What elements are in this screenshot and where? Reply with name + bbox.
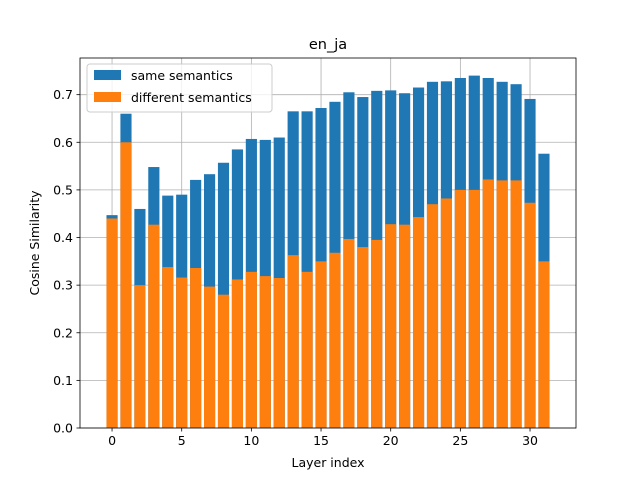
bar-different-layer-31 <box>538 261 550 428</box>
bar-different-layer-15 <box>315 261 327 428</box>
bar-different-layer-0 <box>106 218 118 428</box>
bar-different-layer-29 <box>510 180 522 428</box>
x-tick-label: 20 <box>383 433 399 448</box>
legend-swatch <box>94 70 121 80</box>
bar-different-layer-1 <box>120 142 132 429</box>
bar-different-layer-4 <box>162 267 174 428</box>
y-tick-label: 0.5 <box>53 182 73 197</box>
bar-different-layer-16 <box>329 252 341 428</box>
bar-different-layer-17 <box>343 238 355 428</box>
legend-swatch <box>94 92 121 102</box>
bar-different-layer-22 <box>412 217 425 428</box>
y-tick-label: 0.4 <box>53 230 73 245</box>
x-tick-label: 15 <box>313 433 329 448</box>
bar-different-layer-18 <box>357 247 369 428</box>
x-tick-label: 10 <box>243 433 259 448</box>
y-tick-label: 0.1 <box>53 373 73 388</box>
bar-different-layer-20 <box>385 224 397 428</box>
bar-different-layer-3 <box>148 224 160 428</box>
bar-different-layer-24 <box>440 198 452 428</box>
y-tick-label: 0.7 <box>53 87 73 102</box>
axes-spines <box>79 57 577 429</box>
bar-different-layer-23 <box>426 204 439 428</box>
x-axis-label: Layer index <box>291 455 364 470</box>
bar-different-layer-10 <box>245 271 257 428</box>
axes-frame <box>79 57 577 429</box>
bar-different-layer-28 <box>496 180 508 428</box>
bar-different-layer-25 <box>454 189 466 428</box>
series-different-semantics <box>106 142 550 429</box>
bar-different-layer-19 <box>371 239 383 428</box>
bar-different-layer-30 <box>524 202 536 428</box>
bar-different-layer-27 <box>482 179 494 428</box>
bar-different-layer-9 <box>231 279 244 428</box>
y-tick-label: 0.3 <box>53 278 73 293</box>
x-tick-label: 5 <box>178 433 186 448</box>
legend-label: same semantics <box>131 68 233 83</box>
ticks: 0 5 10 15 20 25 30 0.0 0.1 0.2 0.3 0.4 0.5 0.6 0.7 <box>53 87 538 448</box>
bars <box>106 75 550 429</box>
bar-different-layer-11 <box>259 276 271 428</box>
bar-different-layer-14 <box>301 271 313 428</box>
bar-different-layer-8 <box>217 294 230 428</box>
legend-label: different semantics <box>131 90 252 105</box>
legend: same semantics different semantics <box>86 63 273 113</box>
bar-different-layer-26 <box>468 189 480 428</box>
x-tick-label: 30 <box>522 433 538 448</box>
x-tick-label: 0 <box>108 433 116 448</box>
y-tick-label: 0.6 <box>53 135 73 150</box>
bar-different-layer-21 <box>399 224 411 428</box>
bar-different-layer-2 <box>134 285 146 428</box>
y-tick-label: 0.2 <box>53 325 73 340</box>
bar-different-layer-12 <box>273 278 285 428</box>
chart-title: en_ja <box>309 37 347 53</box>
y-tick-label: 0.0 <box>53 421 73 436</box>
bar-different-layer-7 <box>204 286 216 428</box>
bar-different-layer-13 <box>287 255 299 428</box>
bar-different-layer-5 <box>176 277 188 428</box>
bar-different-layer-6 <box>190 268 202 428</box>
legend-box <box>86 63 273 113</box>
y-axis-label: Cosine Similarity <box>27 190 42 296</box>
x-tick-label: 25 <box>452 433 468 448</box>
bar-same-layer-14 <box>301 111 313 428</box>
